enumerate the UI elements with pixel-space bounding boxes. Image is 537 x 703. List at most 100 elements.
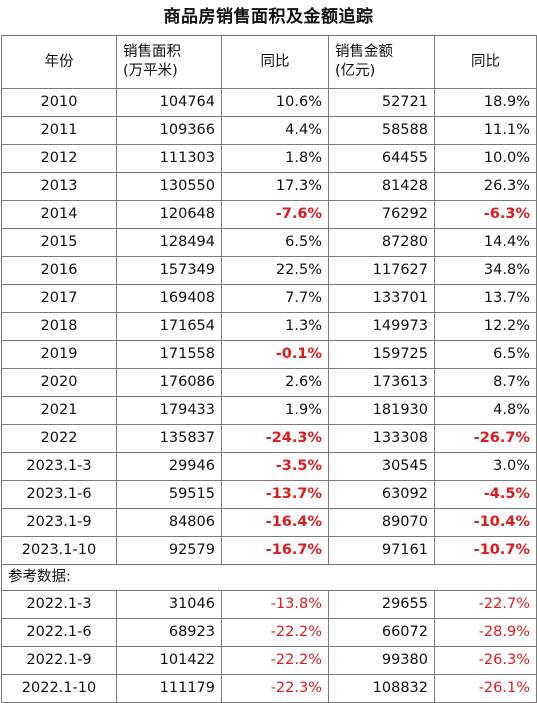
- header-area-line1: 销售面积: [123, 44, 181, 60]
- amount-cell: 81428: [328, 172, 435, 201]
- table-row: 2011 109366 4.4% 58588 11.1%: [1, 116, 537, 145]
- ref-area-yoy-cell: -22.3%: [221, 674, 329, 703]
- table-row: 2017 169408 7.7% 133701 13.7%: [1, 284, 537, 313]
- area-cell: 84806: [116, 508, 222, 537]
- amount-yoy-cell: -6.3%: [434, 200, 537, 229]
- table-row: 2012 111303 1.8% 64455 10.0%: [1, 144, 537, 173]
- area-yoy-cell: 10.6%: [221, 88, 329, 117]
- amount-cell: 76292: [328, 200, 435, 229]
- area-cell: 130550: [116, 172, 222, 201]
- amount-cell: 63092: [328, 480, 435, 509]
- area-yoy-cell: -0.1%: [221, 340, 329, 369]
- year-cell: 2023.1-3: [1, 452, 117, 481]
- ref-amount-yoy-cell: -26.3%: [434, 646, 537, 675]
- amount-yoy-cell: 12.2%: [434, 312, 537, 341]
- ref-amount-yoy-cell: -22.7%: [434, 590, 537, 619]
- header-area-line2: (万平米): [123, 63, 178, 79]
- year-cell: 2015: [1, 228, 117, 257]
- amount-cell: 181930: [328, 396, 435, 425]
- area-cell: 59515: [116, 480, 222, 509]
- ref-area-yoy-cell: -22.2%: [221, 618, 329, 647]
- table-row: 2018 171654 1.3% 149973 12.2%: [1, 312, 537, 341]
- reference-row: 2022.1-10 111179 -22.3% 108832 -26.1%: [1, 674, 537, 703]
- reference-label: 参考数据:: [1, 564, 537, 591]
- header-amount-yoy: 同比: [434, 35, 537, 89]
- year-cell: 2023.1-9: [1, 508, 117, 537]
- sales-table: 年份 销售面积 (万平米) 同比 销售金额 (亿元) 同比 2010 104764…: [1, 35, 537, 703]
- header-year: 年份: [1, 35, 117, 89]
- area-yoy-cell: 1.9%: [221, 396, 329, 425]
- year-cell: 2023.1-10: [1, 536, 117, 565]
- ref-year-cell: 2022.1-10: [1, 674, 117, 703]
- ref-area-cell: 68923: [116, 618, 222, 647]
- table-title: 商品房销售面积及金额追踪: [163, 7, 374, 27]
- amount-cell: 30545: [328, 452, 435, 481]
- header-amount-line2: (亿元): [335, 63, 376, 79]
- year-cell: 2023.1-6: [1, 480, 117, 509]
- amount-yoy-cell: 4.8%: [434, 396, 537, 425]
- amount-cell: 58588: [328, 116, 435, 145]
- area-yoy-cell: 4.4%: [221, 116, 329, 145]
- amount-cell: 149973: [328, 312, 435, 341]
- amount-cell: 52721: [328, 88, 435, 117]
- table-row: 2013 130550 17.3% 81428 26.3%: [1, 172, 537, 201]
- amount-yoy-cell: 26.3%: [434, 172, 537, 201]
- table-row: 2023.1-6 59515 -13.7% 63092 -4.5%: [1, 480, 537, 509]
- amount-yoy-cell: 6.5%: [434, 340, 537, 369]
- amount-yoy-cell: 10.0%: [434, 144, 537, 173]
- ref-area-cell: 101422: [116, 646, 222, 675]
- table-row: 2015 128494 6.5% 87280 14.4%: [1, 228, 537, 257]
- amount-yoy-cell: -26.7%: [434, 424, 537, 453]
- amount-cell: 87280: [328, 228, 435, 257]
- reference-row: 2022.1-9 101422 -22.2% 99380 -26.3%: [1, 646, 537, 675]
- ref-area-cell: 31046: [116, 590, 222, 619]
- area-yoy-cell: -16.7%: [221, 536, 329, 565]
- area-yoy-cell: 7.7%: [221, 284, 329, 313]
- area-yoy-cell: -16.4%: [221, 508, 329, 537]
- table-row: 2019 171558 -0.1% 159725 6.5%: [1, 340, 537, 369]
- table-row: 2023.1-10 92579 -16.7% 97161 -10.7%: [1, 536, 537, 565]
- amount-yoy-cell: 8.7%: [434, 368, 537, 397]
- ref-year-cell: 2022.1-9: [1, 646, 117, 675]
- area-cell: 92579: [116, 536, 222, 565]
- area-cell: 179433: [116, 396, 222, 425]
- amount-yoy-cell: 11.1%: [434, 116, 537, 145]
- header-amount: 销售金额 (亿元): [328, 35, 435, 89]
- ref-amount-cell: 66072: [328, 618, 435, 647]
- amount-cell: 64455: [328, 144, 435, 173]
- area-cell: 135837: [116, 424, 222, 453]
- ref-area-yoy-cell: -13.8%: [221, 590, 329, 619]
- year-cell: 2017: [1, 284, 117, 313]
- reference-section-row: 参考数据:: [1, 564, 537, 591]
- amount-cell: 97161: [328, 536, 435, 565]
- year-cell: 2018: [1, 312, 117, 341]
- area-cell: 111303: [116, 144, 222, 173]
- ref-area-cell: 111179: [116, 674, 222, 703]
- reference-row: 2022.1-6 68923 -22.2% 66072 -28.9%: [1, 618, 537, 647]
- table-row: 2023.1-3 29946 -3.5% 30545 3.0%: [1, 452, 537, 481]
- amount-yoy-cell: 14.4%: [434, 228, 537, 257]
- area-yoy-cell: -13.7%: [221, 480, 329, 509]
- amount-yoy-cell: 34.8%: [434, 256, 537, 285]
- area-yoy-cell: 1.3%: [221, 312, 329, 341]
- table-row: 2020 176086 2.6% 173613 8.7%: [1, 368, 537, 397]
- ref-amount-cell: 29655: [328, 590, 435, 619]
- area-yoy-cell: -3.5%: [221, 452, 329, 481]
- ref-year-cell: 2022.1-3: [1, 590, 117, 619]
- amount-cell: 133701: [328, 284, 435, 313]
- area-yoy-cell: -24.3%: [221, 424, 329, 453]
- table-body: 年份 销售面积 (万平米) 同比 销售金额 (亿元) 同比 2010 104764…: [1, 35, 537, 703]
- ref-amount-yoy-cell: -26.1%: [434, 674, 537, 703]
- year-cell: 2020: [1, 368, 117, 397]
- table-row: 2023.1-9 84806 -16.4% 89070 -10.4%: [1, 508, 537, 537]
- area-yoy-cell: 6.5%: [221, 228, 329, 257]
- amount-yoy-cell: -10.7%: [434, 536, 537, 565]
- amount-cell: 117627: [328, 256, 435, 285]
- ref-amount-cell: 99380: [328, 646, 435, 675]
- amount-cell: 173613: [328, 368, 435, 397]
- area-yoy-cell: -7.6%: [221, 200, 329, 229]
- reference-row: 2022.1-3 31046 -13.8% 29655 -22.7%: [1, 590, 537, 619]
- amount-yoy-cell: 18.9%: [434, 88, 537, 117]
- year-cell: 2011: [1, 116, 117, 145]
